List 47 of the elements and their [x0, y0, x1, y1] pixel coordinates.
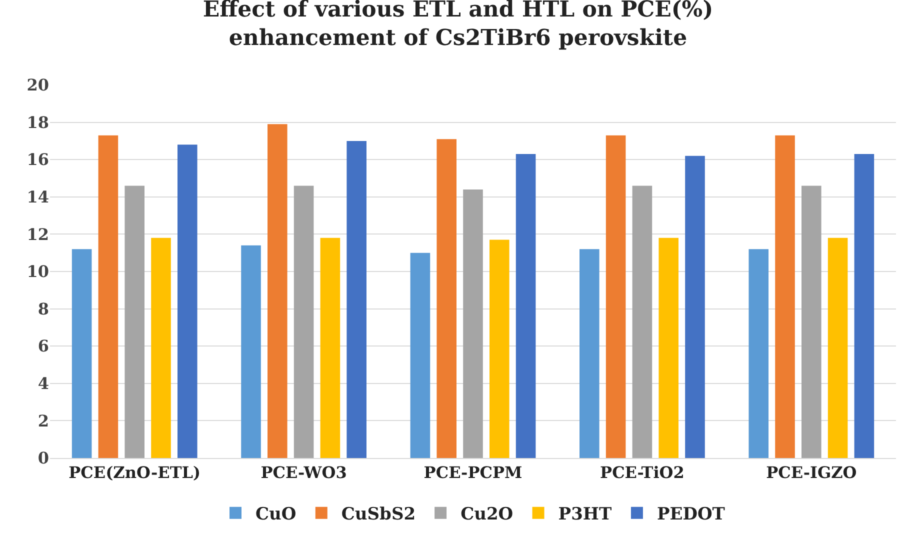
y-tick-label: 8	[38, 299, 49, 318]
bar	[268, 124, 288, 458]
bar	[632, 186, 652, 458]
legend-label: P3HT	[558, 504, 612, 524]
bar	[463, 189, 483, 458]
y-tick-label: 6	[38, 336, 49, 356]
y-tick-label: 14	[26, 188, 49, 206]
bar	[802, 186, 822, 458]
bar	[516, 154, 536, 458]
bar	[124, 186, 144, 458]
y-tick-label: 20	[26, 76, 49, 95]
bar	[177, 144, 198, 458]
x-tick-label: PCE-TiO2	[600, 463, 684, 482]
y-tick-label: 16	[26, 150, 49, 170]
bar	[658, 238, 678, 458]
x-tick-label: PCE-PCPM	[424, 463, 522, 482]
bar	[436, 139, 456, 458]
bar	[854, 154, 874, 458]
bar	[828, 238, 848, 458]
bar	[685, 156, 705, 458]
bar	[490, 240, 510, 458]
x-tick-label: PCE(ZnO-ETL)	[68, 463, 201, 482]
y-tick-label: 10	[26, 262, 49, 282]
legend-label: Cu2O	[460, 504, 514, 524]
bar	[294, 186, 314, 458]
y-tick-label: 12	[26, 224, 49, 244]
bar	[775, 135, 795, 458]
y-tick-label: 18	[26, 112, 49, 132]
y-tick-label: 0	[38, 448, 49, 468]
chart-title: Effect of various ETL and HTL on PCE(%) enhancement of Cs2TiBr6 perovskite	[202, 0, 714, 51]
bar	[580, 249, 600, 458]
bar	[151, 238, 171, 458]
bar	[748, 249, 769, 458]
bar	[241, 245, 261, 458]
bar	[320, 238, 340, 458]
x-tick-label: PCE-WO3	[260, 463, 347, 482]
bar	[410, 252, 430, 458]
bar	[98, 135, 118, 458]
y-tick-label: 4	[38, 374, 49, 393]
legend-label: PEDOT	[656, 504, 726, 524]
bar	[72, 249, 92, 458]
bar	[606, 135, 626, 458]
x-tick-label: PCE-IGZO	[766, 463, 857, 482]
legend-label: CuO	[256, 504, 296, 524]
legend-label: CuSbS2	[341, 504, 416, 524]
bar	[346, 140, 366, 458]
y-tick-label: 2	[38, 411, 49, 430]
